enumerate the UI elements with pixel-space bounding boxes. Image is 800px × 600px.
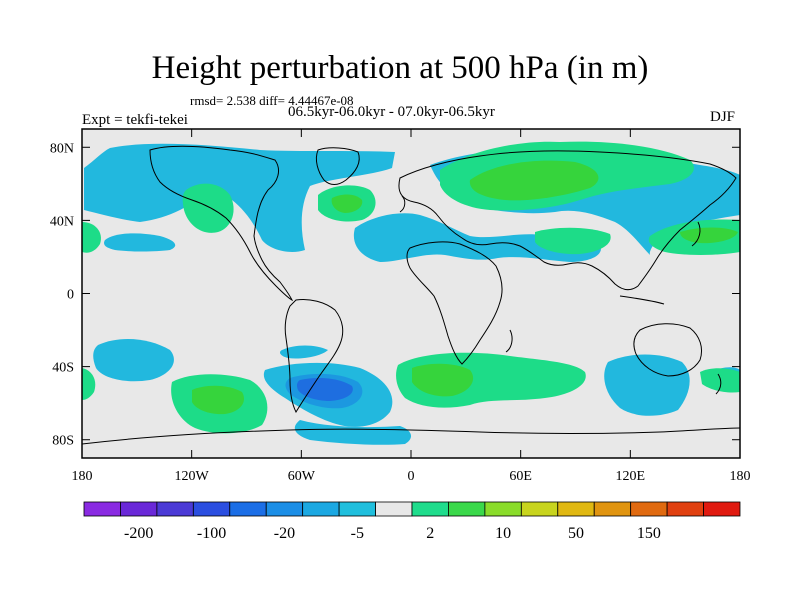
lat-tick-label: 40S (52, 361, 74, 376)
lat-tick-label: 40N (50, 214, 74, 229)
neg-region-south-pacific (93, 338, 174, 382)
colorbar-label: -5 (351, 525, 364, 542)
pos-region-south-pacific-core (192, 385, 245, 415)
colorbar-label: -100 (197, 525, 226, 542)
lat-tick-layer: 80N 40N 0 40S 80S (50, 141, 740, 449)
lon-tick-label: 60E (509, 469, 532, 484)
lon-tick-label: 120E (616, 469, 646, 484)
colorbar-swatch (120, 501, 158, 517)
coast-indonesia (619, 295, 665, 305)
colorbar-swatch (302, 501, 340, 517)
plot-title: Height perturbation at 500 hPa (in m) (151, 50, 649, 86)
colorbar-swatch (229, 501, 267, 517)
colorbar-label: 50 (568, 525, 584, 542)
colorbar-swatch (703, 501, 741, 517)
coast-antarctica (82, 427, 740, 445)
pos-region-north-pacific (182, 183, 234, 233)
pos-region-central-asia (535, 227, 611, 255)
pos-region-north-atlantic-core (331, 194, 363, 213)
colorbar-swatch (630, 501, 668, 517)
lat-tick-label: 80N (50, 141, 74, 156)
coast-new-zealand (715, 373, 722, 395)
colorbar-labels: -200 -100 -20 -5 2 10 50 150 (124, 525, 661, 542)
period-label: 06.5kyr-06.0kyr - 07.0kyr-06.5kyr (288, 104, 495, 120)
neg-region-north-atlantic (84, 143, 395, 252)
neg-region-europe (353, 213, 601, 262)
lat-tick-label: 0 (67, 288, 74, 303)
contour-fill-layer (82, 141, 740, 445)
neg-region-south-ocean-small (280, 345, 328, 359)
colorbar-swatch (375, 501, 413, 517)
colorbar-swatch (83, 501, 121, 517)
colorbar-swatch (156, 501, 194, 517)
coastline-layer (82, 145, 740, 445)
colorbar-label: 150 (637, 525, 661, 542)
lat-tick-label: 80S (52, 434, 74, 449)
stats-label: rmsd= 2.538 diff= 4.44467e-08 (190, 93, 354, 108)
colorbar-swatch (448, 501, 486, 517)
lon-tick-label: 120W (175, 469, 210, 484)
colorbar-swatch (192, 501, 231, 517)
colorbar-label: -200 (124, 525, 153, 542)
colorbar-swatch (265, 501, 304, 517)
coast-greenland (315, 147, 360, 185)
colorbar-swatch (593, 501, 632, 517)
colorbar-swatch (411, 501, 449, 517)
colorbar-swatch (338, 501, 376, 517)
neg-region-indian (604, 354, 690, 416)
lon-tick-label: 60W (288, 469, 316, 484)
pos-region-siberia-core (469, 160, 599, 201)
coast-africa (406, 241, 503, 365)
lon-tick-label: 0 (408, 469, 415, 484)
pos-region-south-atlantic-east-core (412, 363, 474, 397)
coast-madagascar (505, 329, 513, 353)
colorbar-label: -20 (274, 525, 295, 542)
lon-tick-label: 180 (72, 469, 93, 484)
pos-region-southern-indian (700, 368, 740, 393)
pos-region-west-edge (82, 222, 101, 253)
colorbar (83, 501, 741, 517)
lon-tick-layer: 180 120W 60W 0 60E 120E 180 (72, 129, 751, 484)
pos-region-west-south-edge (82, 368, 96, 400)
neg-region-central-atlantic (104, 233, 176, 252)
colorbar-swatch (557, 501, 595, 517)
experiment-label: Expt = tekfi-tekei (82, 112, 188, 128)
pos-region-west-pacific-core (680, 227, 738, 244)
colorbar-swatch (484, 501, 522, 517)
coast-eurasia (398, 150, 737, 291)
colorbar-swatch (520, 501, 559, 517)
colorbar-label: 10 (495, 525, 511, 542)
coast-uk (399, 195, 406, 213)
coast-north-america (149, 145, 294, 302)
coast-south-america (284, 299, 344, 414)
coast-australia (633, 323, 703, 377)
neg-region-antarctic (294, 420, 412, 445)
season-label: DJF (710, 109, 736, 125)
coast-japan (691, 221, 701, 247)
lon-tick-label: 180 (730, 469, 751, 484)
colorbar-label: 2 (426, 525, 434, 542)
neg-region-south-atlantic-strong (296, 378, 353, 401)
colorbar-swatch (666, 501, 704, 517)
